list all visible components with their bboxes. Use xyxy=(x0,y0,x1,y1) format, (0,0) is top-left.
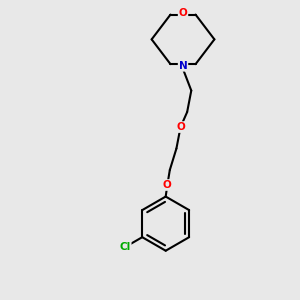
Text: O: O xyxy=(176,122,185,132)
Text: O: O xyxy=(163,180,172,190)
Text: N: N xyxy=(178,61,188,71)
Text: O: O xyxy=(178,8,188,18)
Text: Cl: Cl xyxy=(119,242,131,252)
